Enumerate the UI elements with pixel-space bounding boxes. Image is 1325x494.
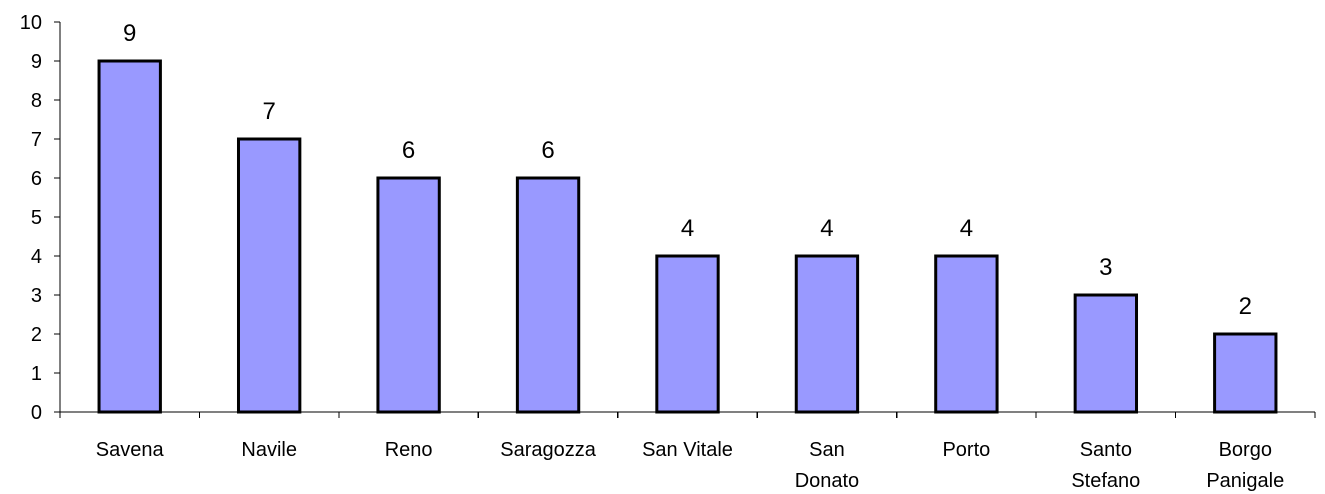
y-tick-label: 5 xyxy=(31,207,42,229)
x-tick-label-line: Borgo xyxy=(1219,439,1272,461)
bar xyxy=(1213,332,1278,414)
data-label: 4 xyxy=(960,215,973,242)
x-tick-label: Reno xyxy=(385,439,433,461)
x-tick-label-line: Navile xyxy=(241,439,297,461)
x-tick-label: Borgo Panigale xyxy=(1206,439,1284,492)
x-tick-label: Santo Stefano xyxy=(1071,439,1140,492)
x-tick-label: Savena xyxy=(96,439,165,461)
x-tick-label-line: San xyxy=(809,439,845,461)
x-tick-label-line: San Vitale xyxy=(642,439,733,461)
data-label: 7 xyxy=(262,98,275,125)
x-tick-label: Navile xyxy=(241,439,297,461)
bar xyxy=(655,254,720,414)
data-labels: 9 7 6 6 4 4 4 3 2 xyxy=(123,20,1252,320)
y-tick-label: 4 xyxy=(31,246,42,268)
data-label: 6 xyxy=(402,137,415,164)
y-tick-label: 3 xyxy=(31,285,42,307)
bar xyxy=(376,176,441,414)
x-tick-label: Porto xyxy=(942,439,990,461)
bar xyxy=(934,254,999,414)
x-tick-label-line: Santo xyxy=(1080,439,1132,461)
bar xyxy=(97,59,162,414)
data-label: 3 xyxy=(1099,254,1112,281)
y-tick-label: 0 xyxy=(31,402,42,424)
y-tick-label: 6 xyxy=(31,168,42,190)
x-tick-label-line: Stefano xyxy=(1071,470,1140,492)
data-label: 6 xyxy=(541,137,554,164)
data-label: 4 xyxy=(681,215,694,242)
y-tick-label: 2 xyxy=(31,324,42,346)
x-tick-label: San Vitale xyxy=(642,439,733,461)
data-label: 4 xyxy=(820,215,833,242)
bar xyxy=(1073,293,1139,414)
x-tick-label-line: Donato xyxy=(795,470,860,492)
bar xyxy=(236,137,302,414)
y-tick-label: 10 xyxy=(20,12,42,34)
bar xyxy=(515,176,581,414)
x-tick-label-line: Panigale xyxy=(1206,470,1284,492)
y-tick-label: 7 xyxy=(31,129,42,151)
bar xyxy=(794,254,860,414)
x-tick-label-line: Porto xyxy=(942,439,990,461)
x-tick-label-line: Savena xyxy=(96,439,165,461)
x-tick-label-line: Saragozza xyxy=(500,439,596,461)
x-tick-label: San Donato xyxy=(795,439,860,492)
bars xyxy=(97,59,1278,414)
x-axis: Savena Navile Reno Saragozza San Vitale San Do… xyxy=(59,411,1316,492)
y-axis: 0 1 2 3 4 5 6 7 8 9 10 xyxy=(20,12,61,424)
data-label: 9 xyxy=(123,20,136,47)
y-tick-label: 9 xyxy=(31,51,42,73)
y-tick-label: 8 xyxy=(31,90,42,112)
x-tick-label-line: Reno xyxy=(385,439,433,461)
data-label: 2 xyxy=(1239,293,1252,320)
x-tick-label: Saragozza xyxy=(500,439,596,461)
y-tick-label: 1 xyxy=(31,363,42,385)
